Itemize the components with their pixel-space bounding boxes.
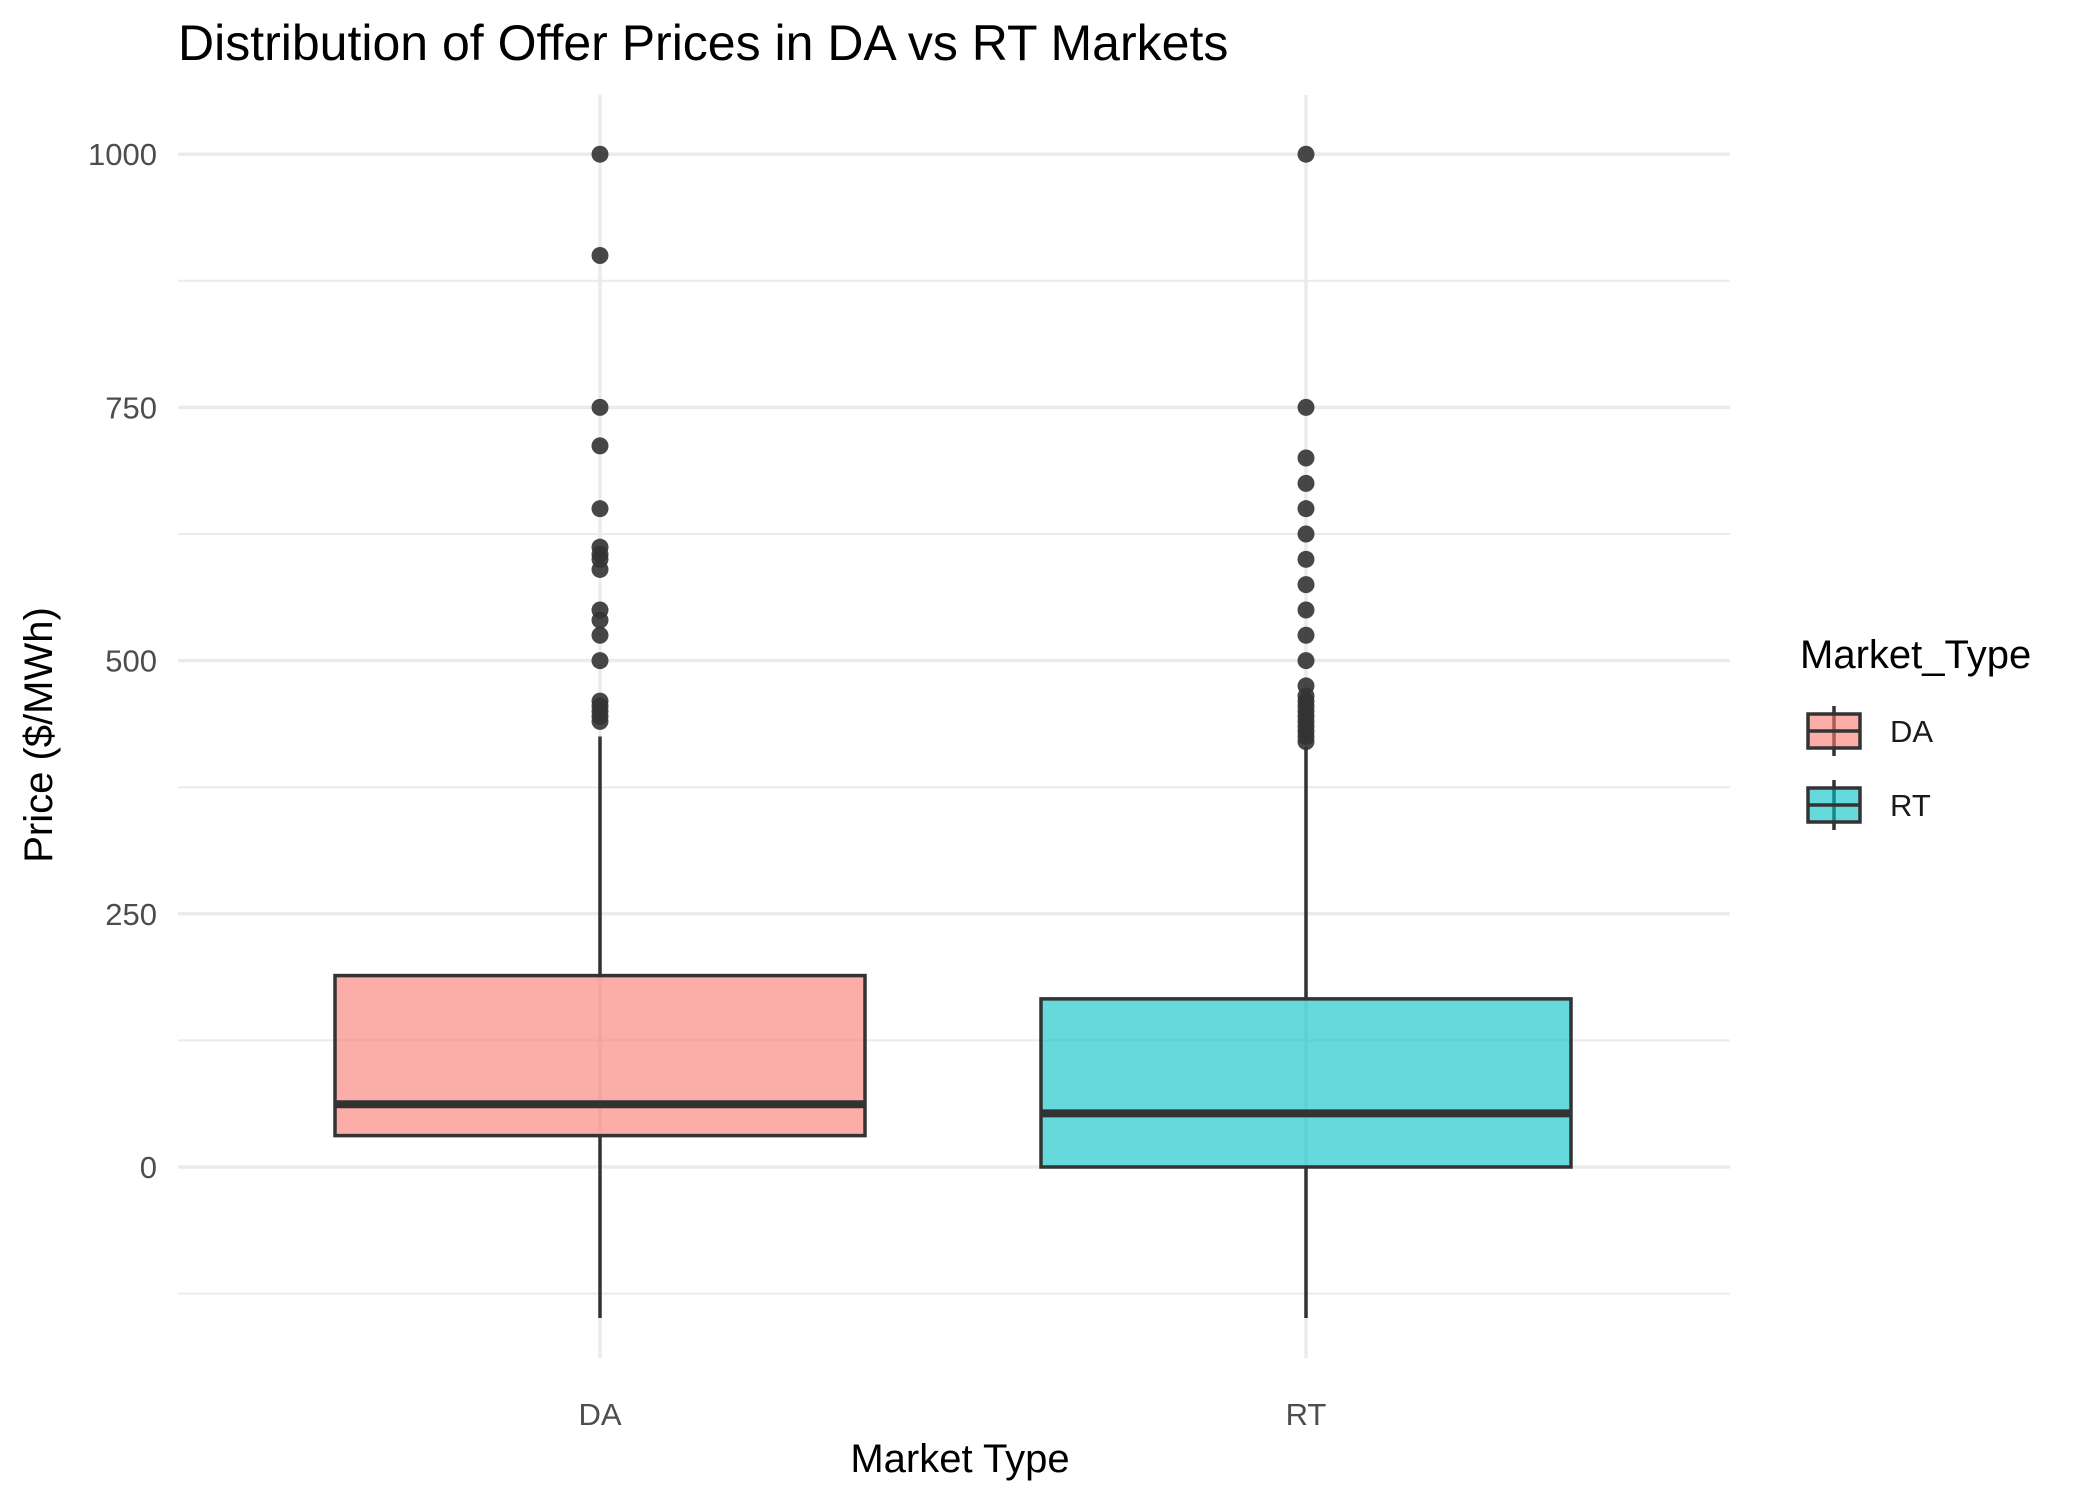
outlier-point [1297,626,1315,644]
outlier-point [591,398,609,416]
outlier-point [1297,398,1315,416]
outlier-point [591,246,609,264]
iqr-box [1039,997,1573,1169]
outlier-point [1297,601,1315,619]
outlier-point [1297,576,1315,594]
outlier-point [1297,449,1315,467]
y-axis-title: Price ($/MWh) [17,607,61,863]
legend-key-da [1806,706,1862,756]
x-tick-labels: DA RT [578,1397,1326,1432]
legend-label: DA [1890,714,1933,749]
legend-title: Market_Type [1800,633,2031,677]
legend-key-rt [1806,780,1862,830]
outlier-point [1297,525,1315,543]
chart-title: Distribution of Offer Prices in DA vs RT… [178,15,1228,71]
major-gridlines [178,95,1730,1358]
y-tick-label: 0 [140,1150,157,1185]
box-da [333,145,867,1318]
iqr-box [333,973,867,1138]
outlier-point [591,652,609,670]
outlier-point [591,437,609,455]
y-tick-label: 250 [105,897,157,932]
outlier-point [591,538,609,556]
box-rt [1039,145,1573,1318]
outlier-point [1297,677,1315,695]
x-tick-label: RT [1286,1397,1327,1432]
outlier-point [1297,474,1315,492]
x-tick-label: DA [578,1397,621,1432]
outlier-point [1297,550,1315,568]
y-tick-labels: 0 250 500 750 1000 [88,137,157,1185]
outlier-point [591,626,609,644]
y-tick-label: 1000 [88,137,157,172]
outlier-point [1297,500,1315,518]
outlier-point [591,500,609,518]
x-axis-title: Market Type [850,1437,1069,1481]
y-tick-label: 750 [105,390,157,425]
outlier-point [591,692,609,710]
outlier-point [591,145,609,163]
outlier-point [1297,145,1315,163]
outlier-point [1297,652,1315,670]
box-series [333,145,1573,1318]
outlier-point [591,601,609,619]
y-tick-label: 500 [105,644,157,679]
legend-label: RT [1890,788,1931,823]
legend: Market_Type DA RT [1800,633,2031,830]
